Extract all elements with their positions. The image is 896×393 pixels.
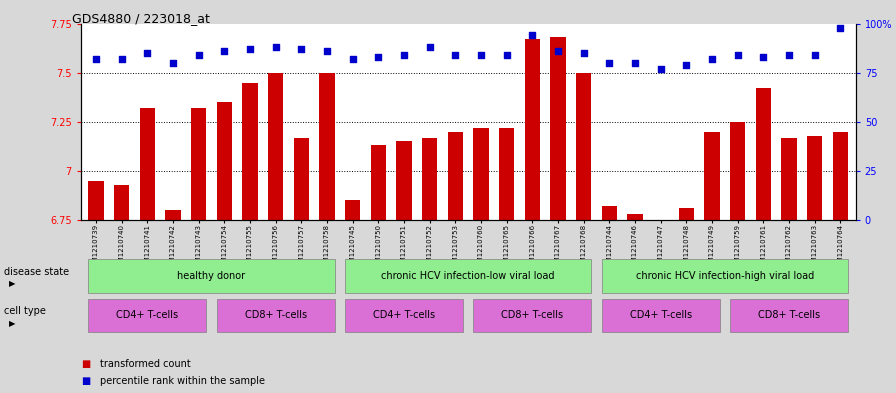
Bar	[166, 210, 181, 220]
Bar	[499, 128, 514, 220]
Point	[499, 52, 513, 58]
Point	[833, 24, 848, 31]
Bar	[550, 37, 565, 220]
Bar	[396, 141, 411, 220]
Text: disease state: disease state	[4, 267, 70, 277]
Bar	[294, 138, 309, 220]
Bar	[832, 132, 848, 220]
Point	[525, 32, 539, 39]
Bar	[601, 206, 617, 220]
Point	[679, 62, 694, 68]
Text: CD4+ T-cells: CD4+ T-cells	[630, 310, 692, 320]
Text: CD4+ T-cells: CD4+ T-cells	[116, 310, 178, 320]
Text: healthy donor: healthy donor	[177, 271, 246, 281]
Bar	[448, 132, 463, 220]
Bar	[371, 145, 386, 220]
Text: percentile rank within the sample: percentile rank within the sample	[100, 376, 265, 386]
Point	[89, 56, 103, 62]
Bar	[89, 181, 104, 220]
Point	[371, 54, 385, 60]
Point	[576, 50, 590, 56]
Text: CD4+ T-cells: CD4+ T-cells	[373, 310, 435, 320]
Point	[192, 52, 206, 58]
Point	[705, 56, 719, 62]
Point	[243, 46, 257, 52]
Text: ■: ■	[81, 376, 90, 386]
Point	[166, 60, 180, 66]
Bar	[422, 138, 437, 220]
Point	[320, 48, 334, 54]
Point	[269, 44, 283, 50]
Bar	[191, 108, 206, 220]
Bar	[268, 73, 283, 220]
Bar	[627, 214, 642, 220]
Bar	[242, 83, 258, 220]
Text: ▶: ▶	[9, 279, 15, 288]
Bar	[319, 73, 335, 220]
Text: CD8+ T-cells: CD8+ T-cells	[501, 310, 564, 320]
Bar	[781, 138, 797, 220]
Bar	[576, 73, 591, 220]
Bar	[217, 102, 232, 220]
Point	[782, 52, 797, 58]
Text: chronic HCV infection-low viral load: chronic HCV infection-low viral load	[382, 271, 555, 281]
Point	[346, 56, 360, 62]
Text: ■: ■	[81, 358, 90, 369]
Point	[756, 54, 771, 60]
Point	[628, 60, 642, 66]
Point	[602, 60, 616, 66]
Point	[115, 56, 129, 62]
Point	[653, 66, 668, 72]
Text: transformed count: transformed count	[100, 358, 191, 369]
Bar	[704, 132, 719, 220]
Bar	[755, 88, 771, 220]
Text: chronic HCV infection-high viral load: chronic HCV infection-high viral load	[635, 271, 814, 281]
Point	[807, 52, 822, 58]
Point	[423, 44, 437, 50]
Bar	[473, 128, 488, 220]
Text: GDS4880 / 223018_at: GDS4880 / 223018_at	[72, 12, 210, 25]
Bar	[345, 200, 360, 220]
Text: cell type: cell type	[4, 307, 47, 316]
Bar	[730, 122, 745, 220]
Bar	[653, 220, 668, 222]
Bar	[140, 108, 155, 220]
Text: ▶: ▶	[9, 319, 15, 328]
Bar	[525, 39, 540, 220]
Point	[730, 52, 745, 58]
Point	[294, 46, 308, 52]
Point	[474, 52, 488, 58]
Bar	[807, 136, 823, 220]
Point	[397, 52, 411, 58]
Point	[448, 52, 462, 58]
Point	[551, 48, 565, 54]
Bar	[678, 208, 694, 220]
Point	[140, 50, 154, 56]
Point	[217, 48, 231, 54]
Text: CD8+ T-cells: CD8+ T-cells	[758, 310, 820, 320]
Text: CD8+ T-cells: CD8+ T-cells	[245, 310, 306, 320]
Bar	[114, 185, 129, 220]
